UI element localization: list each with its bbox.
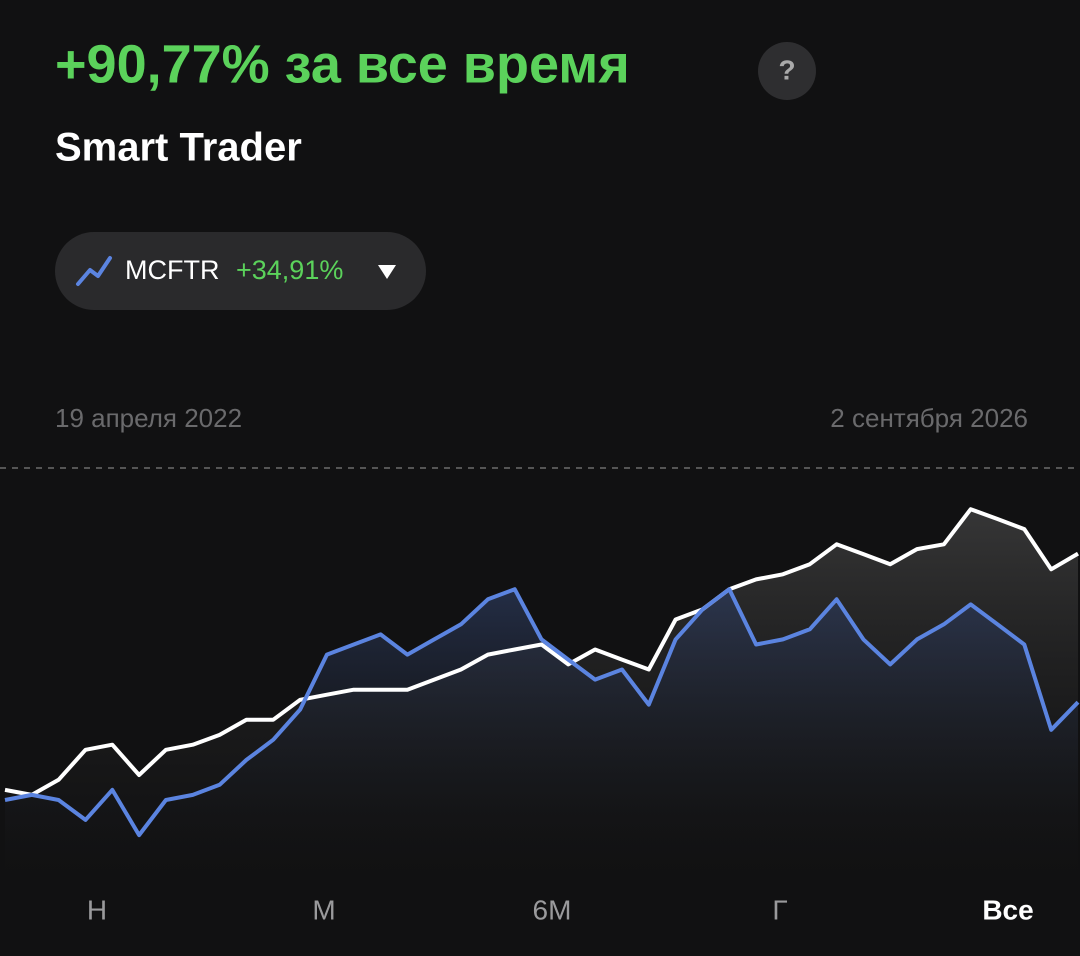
period-button[interactable]: Г bbox=[772, 894, 787, 925]
benchmark-icon bbox=[76, 256, 112, 286]
plot bbox=[4, 507, 1080, 880]
period-button[interactable]: М bbox=[312, 894, 335, 925]
help-icon: ? bbox=[778, 54, 795, 85]
help-button[interactable] bbox=[758, 42, 816, 100]
area bbox=[5, 589, 1078, 880]
dropdown-arrow bbox=[378, 265, 396, 279]
period-selector: Н М 6М Г Все bbox=[87, 894, 1034, 925]
benchmark-name: MCFTR bbox=[125, 255, 219, 285]
benchmark-change: +34,91% bbox=[236, 255, 343, 285]
title: +90,77% за все время bbox=[55, 34, 630, 94]
period-button[interactable]: 6М bbox=[533, 894, 572, 925]
end-date: 2 сентября 2026 bbox=[830, 403, 1028, 433]
start-date: 19 апреля 2022 bbox=[55, 403, 242, 433]
period-button[interactable]: Н bbox=[87, 894, 107, 925]
series-line bbox=[4, 507, 1080, 797]
period-button[interactable]: Все bbox=[982, 894, 1033, 925]
series-line bbox=[4, 587, 1080, 838]
portfolio-name: Smart Trader bbox=[55, 126, 302, 170]
benchmark-selector[interactable] bbox=[55, 232, 426, 310]
